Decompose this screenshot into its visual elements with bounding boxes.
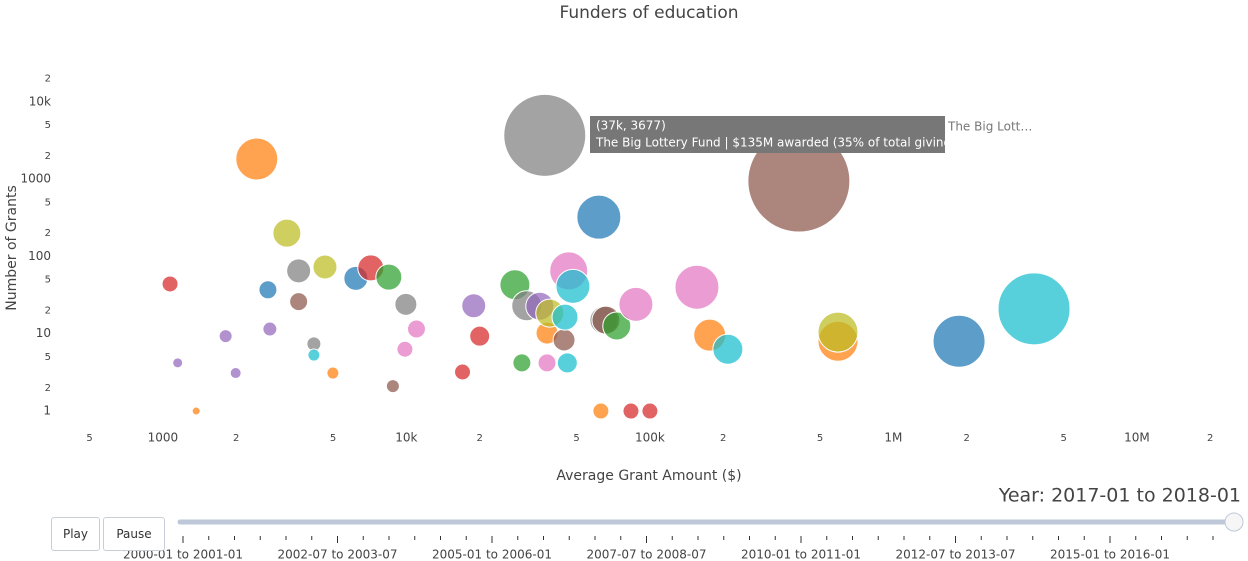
y-tick-label: 1 xyxy=(43,404,51,418)
bubble xyxy=(312,254,338,280)
bubble xyxy=(454,363,472,381)
bubble xyxy=(674,264,720,310)
bubble xyxy=(555,268,591,304)
bubble xyxy=(817,311,859,353)
play-button[interactable]: Play xyxy=(51,517,100,551)
x-tick-label: 5 xyxy=(330,433,336,444)
bubble xyxy=(406,319,426,339)
bubble xyxy=(552,328,576,352)
y-tick-label: 10k xyxy=(29,94,51,108)
x-tick-label: 5 xyxy=(86,433,92,444)
x-tick-label: 1M xyxy=(884,431,902,445)
bubble xyxy=(622,402,640,420)
tooltip-text: The Big Lottery Fund | $135M awarded (35… xyxy=(595,136,956,150)
bubble xyxy=(272,218,302,248)
bubble xyxy=(286,258,312,284)
bubble xyxy=(375,263,403,291)
bubble xyxy=(461,293,487,319)
y-tick-label: 2 xyxy=(45,383,51,394)
bubble xyxy=(172,357,184,369)
slider-step-label: 2015-01 to 2016-01 xyxy=(1050,548,1170,561)
bubble xyxy=(394,292,418,316)
bubble xyxy=(396,340,414,358)
x-tick-label: 10M xyxy=(1124,431,1150,445)
bubble xyxy=(932,314,986,368)
x-tick-label: 5 xyxy=(1060,433,1066,444)
bubble xyxy=(512,353,532,373)
x-tick-label: 5 xyxy=(573,433,579,444)
x-axis-title: Average Grant Amount ($) xyxy=(556,468,741,484)
y-tick-label: 2 xyxy=(45,74,51,85)
bubble xyxy=(997,272,1071,346)
tooltip-box xyxy=(590,116,945,153)
x-tick-label: 2 xyxy=(477,433,483,444)
bubble xyxy=(262,321,278,337)
bubble xyxy=(592,402,610,420)
slider-step-label: 2002-07 to 2003-07 xyxy=(278,548,398,561)
bubble xyxy=(618,286,654,322)
x-tick-label: 10k xyxy=(395,431,417,445)
pause-button[interactable]: Pause xyxy=(103,517,165,551)
x-tick-label: 100k xyxy=(635,431,665,445)
bubble xyxy=(556,352,578,374)
tooltip-point: (37k, 3677) xyxy=(596,119,666,133)
slider-handle[interactable] xyxy=(1224,512,1244,532)
slider-ticks: 2000-01 to 2001-01 2002-07 to 2003-07 2005… xyxy=(123,536,1214,561)
bubble xyxy=(289,292,309,312)
bubble xyxy=(712,333,744,365)
slider-step-label: 2005-01 to 2006-01 xyxy=(432,548,552,561)
tooltip-name: The Big Lott… xyxy=(947,120,1032,134)
tooltip: (37k, 3677) The Big Lottery Fund | $135M… xyxy=(590,116,1032,153)
bubble xyxy=(385,379,400,394)
y-tick-label: 5 xyxy=(45,120,51,131)
x-tick-label: 2 xyxy=(964,433,970,444)
bubble xyxy=(307,348,321,362)
y-tick-label: 2 xyxy=(45,151,51,162)
x-tick-label: 2 xyxy=(720,433,726,444)
bubble xyxy=(576,194,622,240)
bubble xyxy=(191,406,201,416)
bubble xyxy=(602,311,632,341)
bubble xyxy=(641,402,659,420)
y-tick-label: 2 xyxy=(45,305,51,316)
bubble xyxy=(229,367,242,380)
y-tick-label: 5 xyxy=(45,197,51,208)
bubble xyxy=(503,93,587,177)
bubble xyxy=(469,325,491,347)
bubble xyxy=(537,353,557,373)
x-tick-label: 2 xyxy=(1207,433,1213,444)
x-tick-label: 1000 xyxy=(148,431,179,445)
bubble xyxy=(326,366,340,380)
y-tick-label: 1000 xyxy=(20,172,51,186)
bubble xyxy=(218,329,233,344)
slider-step-label: 2007-07 to 2008-07 xyxy=(587,548,707,561)
plot-area xyxy=(161,93,1071,420)
y-tick-label: 10 xyxy=(36,326,51,340)
bubble xyxy=(551,303,579,331)
y-tick-label: 100 xyxy=(28,249,51,263)
y-axis-title: Number of Grants xyxy=(4,185,20,310)
chart-title: Funders of education xyxy=(559,3,738,23)
slider-current-value: Year: 2017-01 to 2018-01 xyxy=(998,485,1241,507)
y-tick-label: 2 xyxy=(45,228,51,239)
slider-step-label: 2012-07 to 2013-07 xyxy=(896,548,1016,561)
bubble xyxy=(235,137,279,181)
bubble xyxy=(258,280,278,300)
y-tick-label: 5 xyxy=(45,352,51,363)
slider-step-label: 2010-01 to 2011-01 xyxy=(741,548,861,561)
y-tick-label: 5 xyxy=(45,275,51,286)
x-tick-label: 2 xyxy=(233,433,239,444)
bubble xyxy=(161,275,179,293)
x-tick-label: 5 xyxy=(817,433,823,444)
